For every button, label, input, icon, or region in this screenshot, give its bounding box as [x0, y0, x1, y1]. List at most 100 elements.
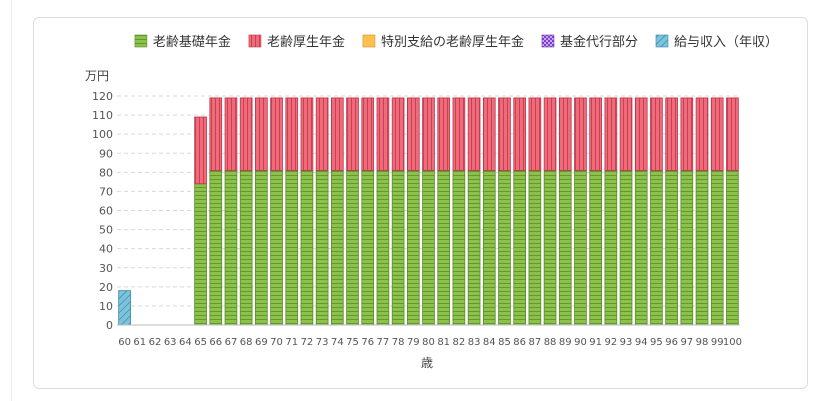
bar-84-series-0 — [482, 170, 496, 326]
bar-82-series-0 — [452, 170, 466, 326]
bar-92-series-0 — [604, 170, 618, 326]
legend-item[interactable]: 基金代行部分 — [541, 34, 638, 50]
bar-69-series-0 — [255, 170, 268, 326]
bar-98-series-1 — [695, 97, 709, 171]
bar-98-series-0 — [695, 170, 709, 326]
x-tick-label: 91 — [589, 337, 602, 348]
bar-100-series-0 — [726, 170, 739, 326]
x-tick-label: 83 — [468, 337, 481, 348]
x-tick-label: 89 — [559, 337, 572, 348]
bar-86-series-1 — [513, 97, 526, 171]
bar-77-series-0 — [376, 170, 390, 326]
legend-label: 老齢厚生年金 — [267, 34, 345, 50]
legend-label: 給与収入（年収） — [674, 35, 778, 50]
bar-84-series-1 — [482, 97, 496, 171]
chart-legend: 老齢基礎年金 老齢厚生年金 特別支給の老齢厚生年金 基金代行部分 給与収入（年収） — [134, 34, 778, 50]
x-tick-label: 94 — [635, 337, 648, 348]
x-axis-ticks: 60 61 62 63 64 65 66 67 68 69 70 71 72 73 74 75 76 77 78 79… — [118, 337, 742, 348]
x-tick-label: 63 — [164, 337, 177, 348]
bar-83-series-1 — [467, 97, 481, 171]
x-tick-label: 90 — [574, 337, 587, 348]
y-axis-unit-label: 万円 — [85, 69, 109, 83]
x-tick-label: 85 — [498, 337, 511, 348]
bar-68-series-1 — [239, 97, 253, 171]
x-tick-label: 79 — [407, 337, 420, 348]
x-tick-label: 69 — [255, 337, 268, 348]
bar-66-series-0 — [209, 170, 223, 326]
bar-87-series-0 — [528, 170, 542, 326]
x-tick-label: 81 — [437, 337, 450, 348]
x-tick-label: 99 — [711, 337, 724, 348]
bar-66-series-1 — [209, 97, 223, 171]
bar-75-series-0 — [346, 170, 359, 326]
bar-68-series-0 — [239, 170, 253, 326]
x-tick-label: 95 — [650, 337, 663, 348]
x-tick-label: 65 — [194, 337, 207, 348]
x-tick-label: 61 — [133, 337, 146, 348]
bar-87-series-1 — [528, 97, 542, 171]
bar-60-series-4 — [118, 290, 131, 326]
bar-82-series-1 — [452, 97, 466, 171]
y-tick-label: 100 — [92, 128, 113, 141]
bar-99-series-0 — [710, 170, 724, 326]
legend-swatch — [655, 34, 669, 48]
bar-85-series-1 — [498, 97, 511, 171]
bar-91-series-1 — [589, 97, 602, 171]
bar-78-series-1 — [391, 97, 405, 171]
bar-72-series-0 — [300, 170, 314, 326]
y-tick-label: 50 — [99, 224, 113, 237]
bar-100-series-1 — [726, 97, 739, 171]
bar-79-series-1 — [406, 97, 420, 171]
y-tick-label: 10 — [99, 300, 113, 313]
bar-65-series-1 — [194, 116, 207, 185]
bar-71-series-0 — [285, 170, 299, 326]
bar-73-series-1 — [315, 97, 329, 171]
bar-80-series-0 — [422, 170, 435, 326]
legend-label: 老齢基礎年金 — [153, 34, 231, 50]
y-tick-label: 30 — [99, 262, 113, 275]
bar-70-series-1 — [270, 97, 283, 171]
bar-70-series-0 — [270, 170, 283, 326]
bar-93-series-1 — [619, 97, 633, 171]
x-tick-label: 66 — [209, 337, 222, 348]
bar-79-series-0 — [406, 170, 420, 326]
bar-75-series-1 — [346, 97, 359, 171]
x-tick-label: 76 — [361, 337, 374, 348]
bar-73-series-0 — [315, 170, 329, 326]
legend-swatch — [248, 34, 262, 48]
bar-91-series-0 — [589, 170, 602, 326]
x-tick-label: 84 — [483, 337, 496, 348]
legend-label: 基金代行部分 — [560, 34, 638, 50]
bar-78-series-0 — [391, 170, 405, 326]
bar-90-series-1 — [574, 97, 587, 171]
legend-item[interactable]: 給与収入（年収） — [655, 34, 778, 50]
x-tick-label: 64 — [179, 337, 192, 348]
y-tick-label: 60 — [99, 205, 113, 218]
bar-95-series-0 — [650, 170, 663, 326]
bar-81-series-1 — [437, 97, 451, 171]
bar-99-series-1 — [710, 97, 724, 171]
bar-81-series-0 — [437, 170, 451, 326]
bar-76-series-0 — [361, 170, 375, 326]
bar-88-series-0 — [543, 170, 557, 326]
bar-74-series-0 — [331, 170, 344, 326]
x-tick-label: 67 — [225, 337, 238, 348]
bar-95-series-1 — [650, 97, 663, 171]
x-tick-label: 96 — [665, 337, 678, 348]
x-tick-label: 92 — [604, 337, 617, 348]
bar-65-series-0 — [194, 183, 207, 326]
legend-item[interactable]: 老齢基礎年金 — [134, 34, 231, 50]
bar-83-series-0 — [467, 170, 481, 326]
y-tick-label: 90 — [99, 147, 113, 160]
x-tick-label: 88 — [544, 337, 557, 348]
legend-swatch — [541, 34, 555, 48]
bar-88-series-1 — [543, 97, 557, 171]
chart-card — [33, 17, 808, 389]
y-tick-label: 20 — [99, 281, 113, 294]
bar-90-series-0 — [574, 170, 587, 326]
bars — [118, 97, 739, 326]
x-tick-label: 87 — [528, 337, 541, 348]
legend-item[interactable]: 老齢厚生年金 — [248, 34, 345, 50]
x-tick-label: 72 — [301, 337, 314, 348]
legend-item[interactable]: 特別支給の老齢厚生年金 — [362, 34, 524, 50]
